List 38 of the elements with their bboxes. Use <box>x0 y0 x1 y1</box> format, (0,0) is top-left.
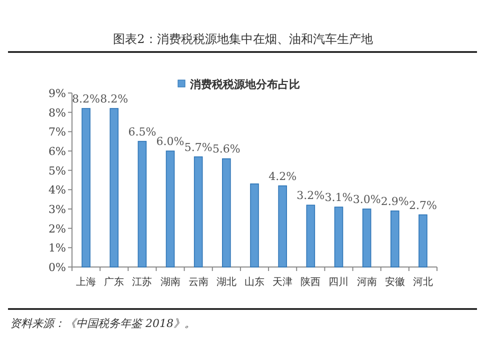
y-tick-label: 1% <box>48 242 66 255</box>
data-label: 6.5% <box>128 125 156 138</box>
x-tick-label: 陕西 <box>300 276 321 288</box>
x-tick-label: 上海 <box>76 276 96 288</box>
legend-label: 消费税税源地分布占比 <box>189 78 300 91</box>
x-tick-label: 河北 <box>412 276 433 288</box>
x-tick-label: 四川 <box>328 276 349 288</box>
data-label: 8.2% <box>72 92 100 106</box>
y-tick-label: 9% <box>48 87 66 100</box>
x-tick-label: 广东 <box>104 276 124 288</box>
x-tick-label: 江苏 <box>132 276 152 288</box>
data-label: 8.2% <box>100 92 128 106</box>
text: 资料来源：《中国税务年鉴 2018》。 <box>10 317 196 330</box>
data-label: 6.0% <box>156 135 184 148</box>
data-label: 4.2% <box>268 170 297 183</box>
y-tick-label: 6% <box>48 145 66 158</box>
y-tick-label: 2% <box>48 222 66 236</box>
x-tick-label: 河南 <box>356 276 377 288</box>
data-label: 3.0% <box>352 193 381 206</box>
y-tick-label: 8% <box>48 106 66 120</box>
x-tick-label: 山东 <box>244 276 264 288</box>
data-label: 3.1% <box>324 191 353 204</box>
x-tick-label: 湖南 <box>160 276 180 288</box>
data-label: 5.6% <box>212 142 240 156</box>
x-tick-label: 湖北 <box>216 276 236 288</box>
data-label: 5.7% <box>184 140 212 154</box>
title: 图表2：消费税税源地集中在烟、油和汽车生产地 <box>113 32 373 46</box>
data-label: 2.9% <box>380 194 409 208</box>
y-tick-label: 0% <box>48 261 66 274</box>
y-tick-label: 7% <box>48 126 66 139</box>
y-tick-label: 5% <box>48 164 66 178</box>
data-label: 3.2% <box>296 189 325 202</box>
y-tick-label: 4% <box>48 184 66 197</box>
x-tick-label: 云南 <box>188 276 208 288</box>
y-tick-label: 3% <box>48 203 66 216</box>
x-tick-label: 安徽 <box>384 276 405 288</box>
data-label: 2.7% <box>408 198 437 212</box>
x-tick-label: 天津 <box>272 276 293 288</box>
